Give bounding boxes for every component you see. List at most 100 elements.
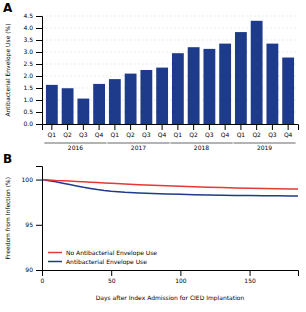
tick: 4.5 (23, 12, 42, 19)
bar (219, 44, 231, 124)
bar (93, 84, 105, 124)
tick: 3.5 (23, 36, 42, 43)
tick-mark (36, 40, 42, 41)
x-axis-title: Days after Index Admission for CIED Impl… (96, 294, 245, 302)
bar (282, 58, 294, 124)
chart: 0.00.51.01.52.02.53.03.54.04.5Q1Q2Q3Q4Q1… (0, 0, 306, 312)
bar (203, 49, 215, 124)
tick-label: Q2 (63, 131, 72, 138)
tick-label: Q2 (126, 131, 135, 138)
tick-label: Q1 (111, 131, 120, 138)
y-axis-title: Antibacterial Envelope Use (%) (4, 23, 12, 116)
tick-label: Q2 (252, 131, 261, 138)
tick-mark (36, 64, 42, 65)
tick: 90 (25, 266, 42, 273)
tick: 3.0 (23, 48, 42, 55)
tick: 50 (108, 270, 116, 284)
tick: Q2 (189, 124, 198, 138)
tick-label: Q4 (221, 131, 230, 138)
bar (156, 68, 168, 124)
legend-item: Antibacterial Envelope Use (48, 258, 147, 266)
tick-label: 100 (22, 176, 34, 183)
tick-mark (36, 180, 42, 181)
legend-item: No Antibacterial Envelope Use (48, 249, 157, 257)
tick: Q3 (142, 124, 151, 138)
tick-label: 1.5 (23, 84, 33, 91)
tick-label: 90 (25, 266, 33, 273)
tick: 2.0 (23, 72, 42, 79)
bar (251, 21, 263, 124)
tick-mark (36, 28, 42, 29)
tick: Q4 (158, 124, 167, 138)
tick: 1.5 (23, 84, 42, 91)
tick-label: 2.5 (23, 60, 33, 67)
bar (188, 47, 200, 124)
tick: Q2 (252, 124, 261, 138)
tick: Q2 (126, 124, 135, 138)
y-axis: 0.00.51.01.52.02.53.03.54.04.5 (23, 12, 42, 127)
tick-label: Q1 (48, 131, 57, 138)
tick-mark (67, 124, 68, 130)
group-label: 2017 (131, 144, 146, 151)
tick: Q2 (63, 124, 72, 138)
tick: 0 (41, 270, 45, 284)
tick-label: Q3 (205, 131, 214, 138)
bar (62, 88, 74, 124)
legend-label: Antibacterial Envelope Use (66, 258, 147, 266)
tick-mark (111, 270, 112, 276)
panel-title: A (3, 1, 13, 15)
tick-label: Q2 (189, 131, 198, 138)
tick-label: 0.0 (23, 120, 33, 127)
tick-label: 100 (175, 277, 187, 284)
tick-label: 0 (41, 277, 45, 284)
tick: Q1 (48, 124, 57, 138)
legend-label: No Antibacterial Envelope Use (66, 249, 157, 257)
tick-label: Q1 (174, 131, 183, 138)
tick-label: Q4 (158, 131, 167, 138)
y-axis-title: Freedom from Infection (%) (4, 177, 11, 259)
legend: No Antibacterial Envelope UseAntibacteri… (48, 249, 157, 266)
bar (109, 79, 121, 124)
tick: 2.5 (23, 60, 42, 67)
panel-a: 0.00.51.01.52.02.53.03.54.04.5Q1Q2Q3Q4Q1… (3, 1, 299, 151)
bar (140, 70, 152, 124)
tick-mark (288, 124, 289, 130)
panel-title: B (3, 152, 12, 166)
group-label: 2019 (257, 144, 272, 151)
grid (42, 16, 298, 124)
group-label: 2018 (194, 144, 209, 151)
tick-mark (36, 270, 42, 271)
tick: Q4 (221, 124, 230, 138)
tick-label: 150 (244, 277, 256, 284)
tick-mark (162, 124, 163, 130)
tick-mark (42, 270, 43, 276)
x-axis: 0 50 100 150 (41, 270, 299, 284)
tick-label: Q1 (237, 131, 246, 138)
tick-label: Q3 (79, 131, 88, 138)
tick-mark (36, 16, 42, 17)
grid-line (42, 16, 298, 17)
tick-label: 3.0 (23, 48, 33, 55)
group-label: 2016 (68, 144, 83, 151)
series-line (42, 180, 298, 196)
tick-mark (240, 124, 241, 130)
bars (46, 21, 294, 124)
tick-label: Q3 (142, 131, 151, 138)
tick-mark (272, 124, 273, 130)
tick-mark (99, 124, 100, 130)
tick-label: 4.0 (23, 24, 33, 31)
tick-mark (146, 124, 147, 130)
tick-label: 2.0 (23, 72, 33, 79)
tick-mark (51, 124, 52, 130)
tick-mark (114, 124, 115, 130)
tick-mark (36, 112, 42, 113)
y-axis: 90 95 100 (22, 167, 43, 274)
tick-mark (193, 124, 194, 130)
tick-mark (36, 124, 42, 125)
tick-label: 1.0 (23, 96, 33, 103)
tick: 95 (25, 221, 42, 228)
tick: 100 (22, 176, 42, 183)
tick: 1.0 (23, 96, 42, 103)
tick-label: 95 (25, 221, 33, 228)
bar (125, 74, 137, 124)
